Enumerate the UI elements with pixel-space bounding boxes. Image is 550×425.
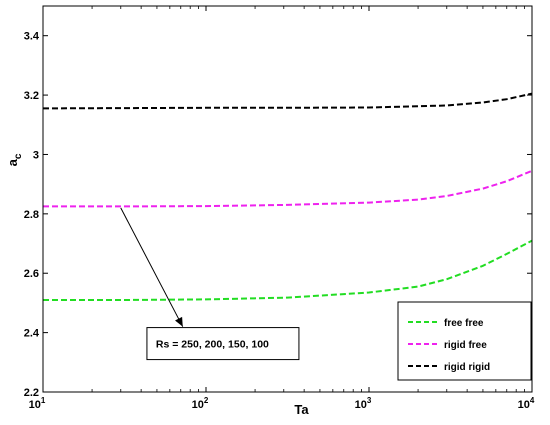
- legend-item-free-free: free free: [408, 318, 484, 329]
- annotation-text: Rs = 250, 200, 150, 100: [156, 339, 269, 351]
- series-line-rigid-rigid: [42, 92, 533, 110]
- y-tick-label: 2.8: [24, 209, 39, 221]
- x-tick-label-base: 10: [518, 399, 530, 411]
- y-tick-label: 3.2: [24, 90, 39, 102]
- legend-items: free free rigid free rigid rigid: [408, 318, 490, 373]
- x-tick-label-exp: 2: [204, 396, 209, 405]
- plot-frame: [42, 5, 533, 393]
- x-tick-label-base: 10: [192, 399, 204, 411]
- y-tick-label: 2.4: [24, 328, 40, 340]
- x-tick-label: 101: [29, 396, 46, 411]
- y-tick-label: 2.6: [24, 268, 39, 280]
- x-tick-label: 102: [192, 396, 209, 411]
- x-tick-label: 104: [518, 396, 535, 411]
- y-tick-label: 3: [33, 149, 39, 161]
- annotation: Rs = 250, 200, 150, 100: [120, 207, 300, 361]
- x-tick-label-exp: 4: [530, 396, 535, 405]
- x-tick-label: 103: [355, 396, 372, 411]
- series-line-free-free: [43, 239, 533, 301]
- x-ticks: 101 102 103 104: [29, 6, 535, 411]
- annotation-box: [146, 327, 300, 361]
- y-axis-label-sub: c: [13, 153, 24, 159]
- legend-label-rigid-rigid: rigid rigid: [444, 362, 490, 373]
- series-line-rigid-free: [43, 169, 533, 208]
- svg-text:ac: ac: [5, 153, 24, 166]
- y-tick-label: 2.2: [24, 387, 39, 399]
- annotation-arrowhead: [175, 316, 183, 327]
- x-axis-label: Ta: [294, 402, 309, 417]
- x-tick-label-exp: 1: [41, 396, 46, 405]
- x-tick-label-base: 10: [29, 399, 41, 411]
- legend-label-free-free: free free: [444, 318, 484, 329]
- y-axis-label-main: a: [5, 158, 20, 166]
- legend-label-rigid-free: rigid free: [444, 340, 487, 351]
- legend-item-rigid-rigid: rigid rigid: [408, 362, 490, 373]
- y-ticks: 2.2 2.4 2.6 2.8 3 3.2 3.4: [24, 31, 532, 399]
- y-axis-label: ac: [5, 153, 24, 166]
- legend-item-rigid-free: rigid free: [408, 340, 487, 351]
- x-tick-label-base: 10: [355, 399, 367, 411]
- x-tick-label-exp: 3: [367, 396, 372, 405]
- plot-content: [42, 92, 533, 301]
- y-tick-label: 3.4: [24, 31, 40, 43]
- annotation-arrow: [120, 207, 184, 327]
- legend: free free rigid free rigid rigid: [397, 301, 532, 381]
